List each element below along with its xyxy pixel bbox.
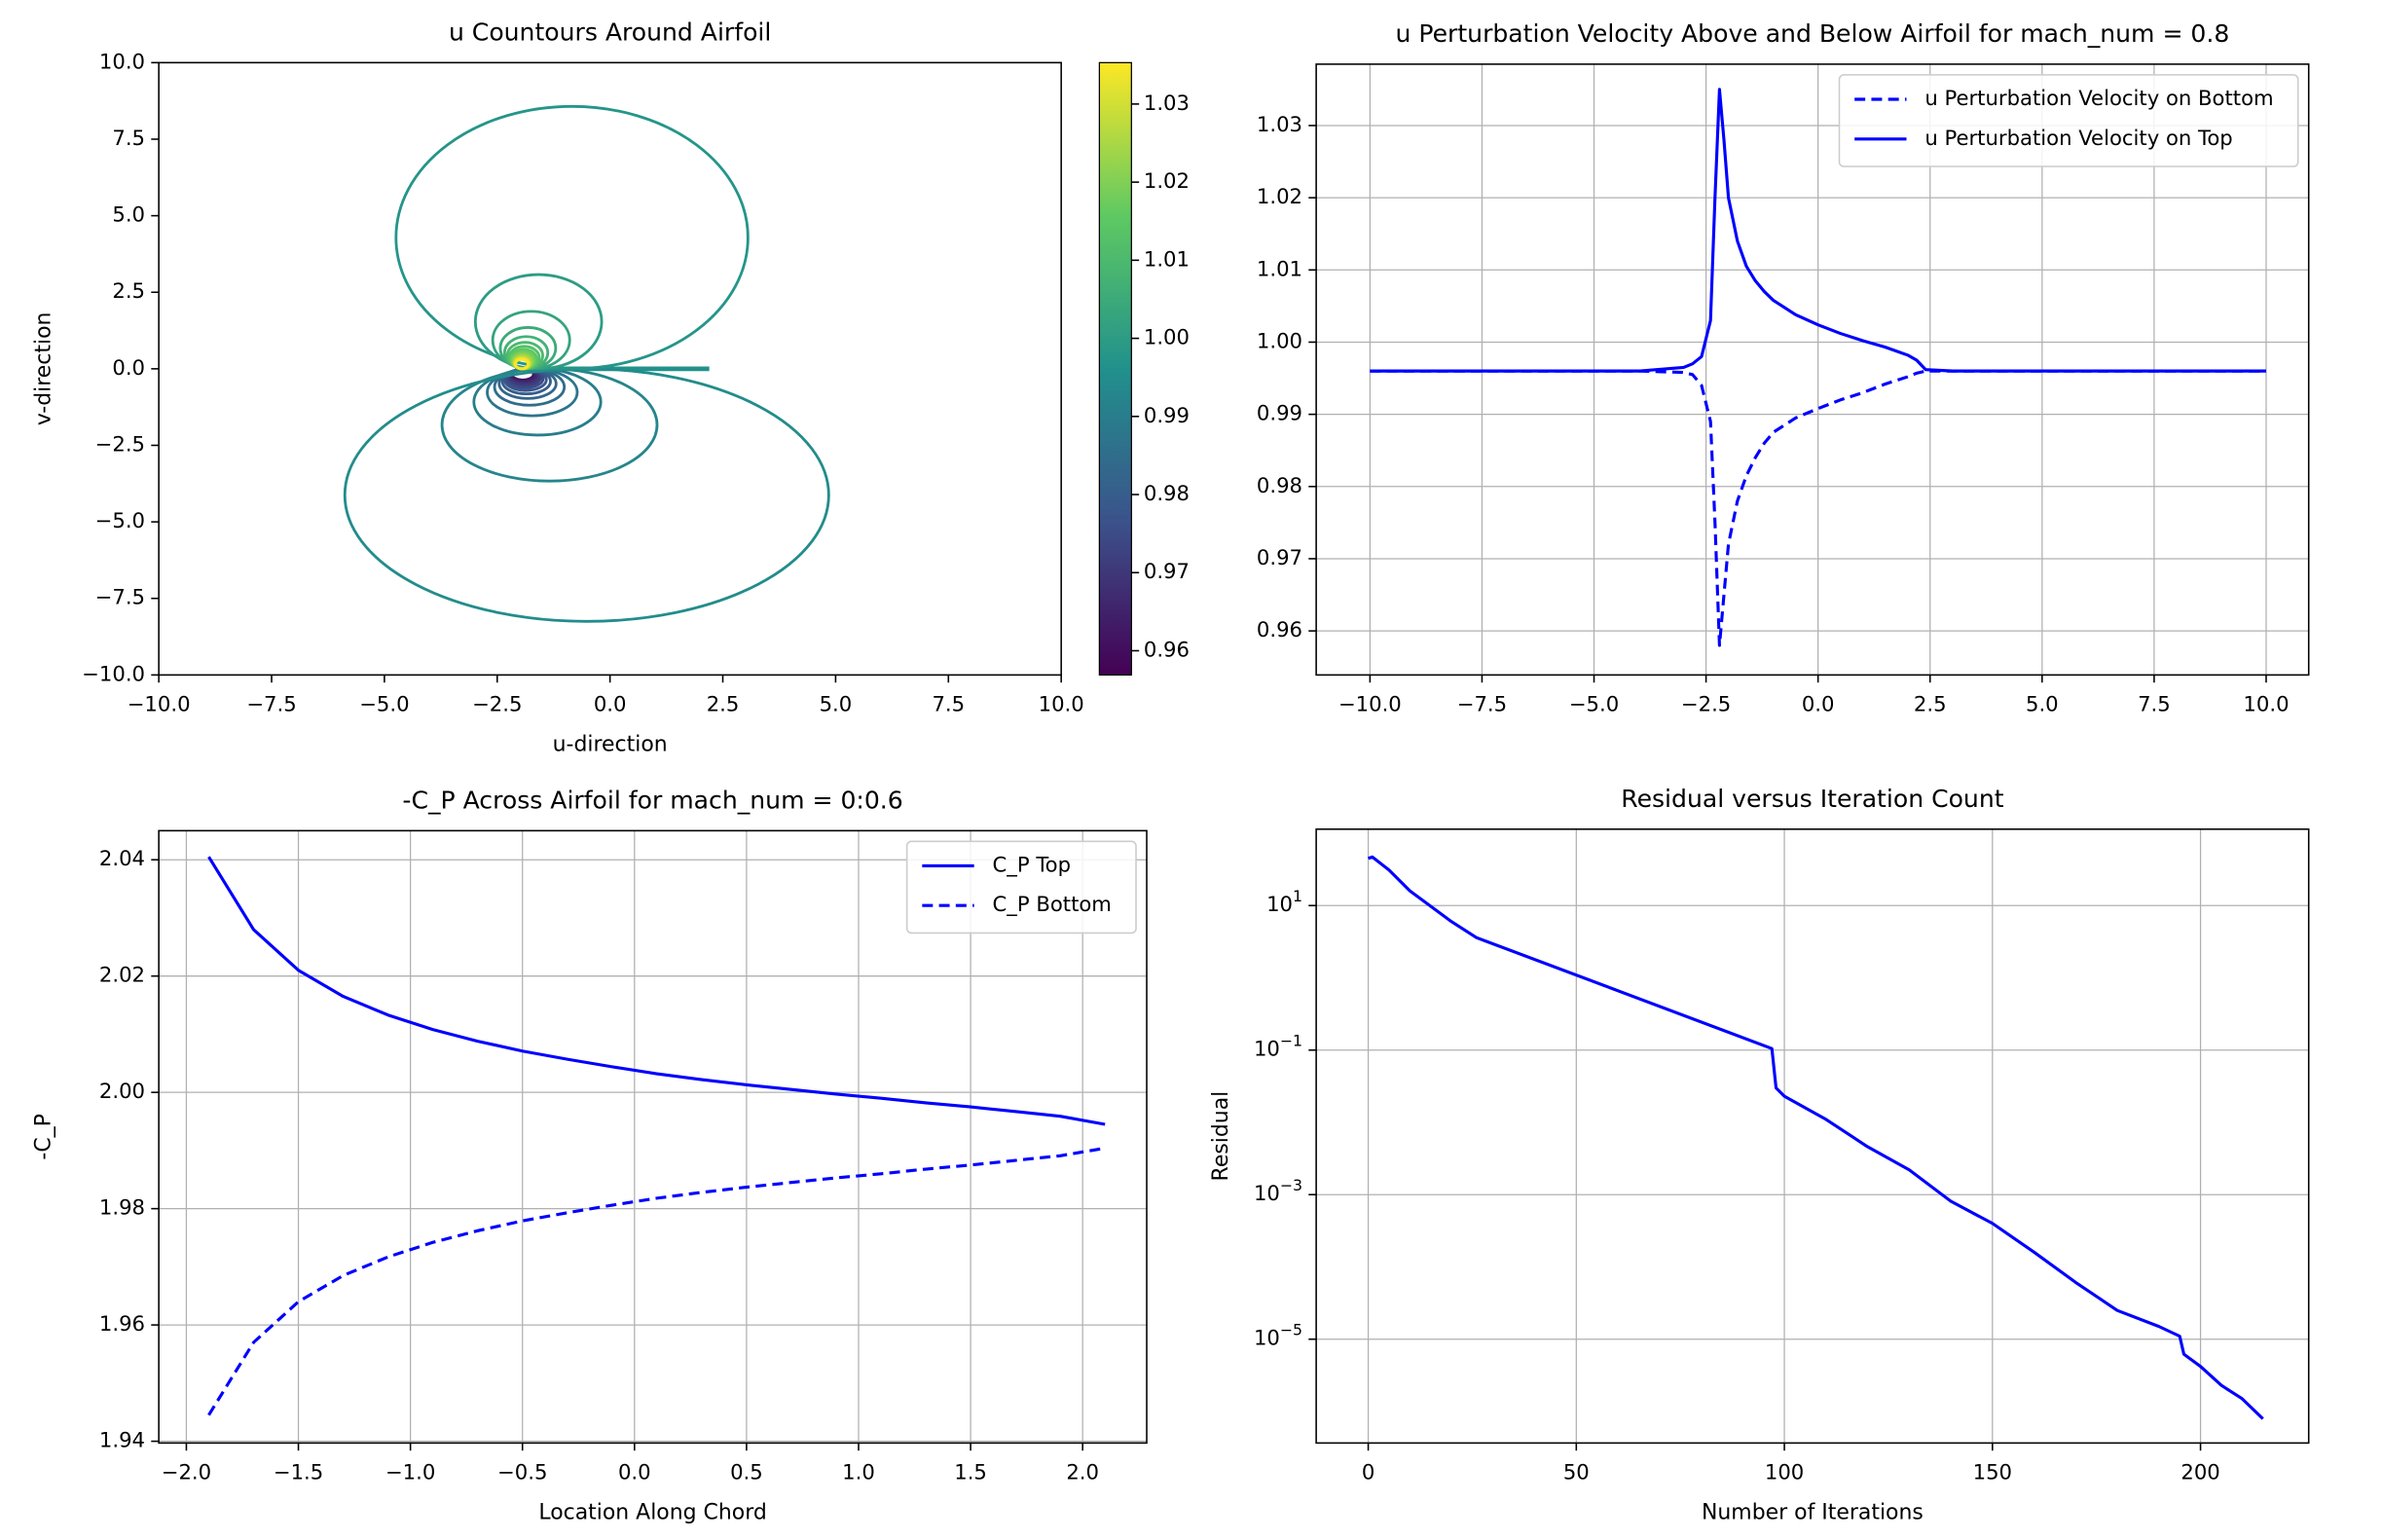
x-tick-label: −2.5 bbox=[1681, 692, 1731, 716]
y-tick-label: 0.99 bbox=[1257, 401, 1302, 425]
contour-line bbox=[394, 104, 750, 371]
x-tick-label: 100 bbox=[1765, 1460, 1804, 1485]
chart-title: Residual versus Iteration Count bbox=[1621, 785, 2003, 813]
contour-line bbox=[343, 367, 830, 623]
y-tick-label: 2.02 bbox=[99, 963, 145, 987]
legend-label: u Perturbation Velocity on Top bbox=[1924, 126, 2232, 150]
y-tick-label: 1.01 bbox=[1257, 256, 1302, 280]
x-tick-label: 1.0 bbox=[842, 1460, 875, 1485]
y-tick-label: 1.02 bbox=[1257, 184, 1302, 208]
x-tick-label: 2.0 bbox=[1066, 1460, 1099, 1485]
y-tick-label: 1.94 bbox=[99, 1428, 145, 1452]
y-tick-label: 101 bbox=[1266, 886, 1302, 916]
chart-title: -C_P Across Airfoil for mach_num = 0:0.6 bbox=[402, 787, 902, 815]
data-line bbox=[1368, 855, 2264, 1420]
chart-title: u Perturbation Velocity Above and Below … bbox=[1396, 19, 2230, 48]
y-tick-label: 2.00 bbox=[99, 1079, 145, 1103]
y-tick-label: 7.5 bbox=[112, 126, 145, 150]
x-tick-label: 0.0 bbox=[594, 692, 627, 716]
colorbar-tick-label: 0.97 bbox=[1144, 559, 1190, 583]
y-axis-label: v-direction bbox=[31, 312, 55, 426]
x-tick-label: 10.0 bbox=[1039, 692, 1084, 716]
data-line bbox=[207, 1146, 1106, 1416]
y-tick-label: −10.0 bbox=[82, 661, 145, 685]
y-tick-label: 1.03 bbox=[1257, 112, 1302, 136]
colorbar-tick-label: 1.00 bbox=[1144, 325, 1190, 349]
legend-label: C_P Top bbox=[992, 852, 1071, 876]
colorbar-tick-label: 1.01 bbox=[1144, 246, 1190, 271]
y-tick-label: 0.96 bbox=[1257, 617, 1302, 642]
x-tick-label: 2.5 bbox=[707, 692, 740, 716]
data-line bbox=[1370, 88, 2266, 373]
x-tick-label: −10.0 bbox=[1338, 692, 1402, 716]
colorbar-tick-label: 0.98 bbox=[1144, 481, 1190, 505]
colorbar-tick-label: 0.96 bbox=[1144, 637, 1190, 661]
x-tick-label: 7.5 bbox=[2138, 692, 2171, 716]
x-tick-label: 0.5 bbox=[730, 1460, 763, 1485]
x-tick-label: 0.0 bbox=[618, 1460, 651, 1485]
x-tick-label: −7.5 bbox=[1457, 692, 1507, 716]
axes-frame bbox=[158, 829, 1148, 1445]
x-tick-label: −0.5 bbox=[497, 1460, 547, 1485]
y-tick-label: −5.0 bbox=[95, 508, 145, 532]
y-tick-label: 1.00 bbox=[1257, 328, 1302, 352]
x-tick-label: −1.5 bbox=[274, 1460, 323, 1485]
x-tick-label: −5.0 bbox=[1569, 692, 1619, 716]
y-tick-label: 0.98 bbox=[1257, 473, 1302, 497]
y-tick-label: 0.0 bbox=[112, 355, 145, 380]
y-tick-label: 10.0 bbox=[99, 49, 145, 73]
x-tick-label: −7.5 bbox=[246, 692, 296, 716]
y-tick-label: 10−5 bbox=[1254, 1320, 1302, 1350]
x-tick-label: 5.0 bbox=[2026, 692, 2059, 716]
x-tick-label: 7.5 bbox=[932, 692, 965, 716]
contour-line bbox=[513, 357, 530, 371]
colorbar-tick-label: 1.02 bbox=[1144, 168, 1190, 193]
x-tick-label: 1.5 bbox=[954, 1460, 987, 1485]
legend-label: u Perturbation Velocity on Bottom bbox=[1924, 86, 2273, 110]
x-tick-label: −10.0 bbox=[128, 692, 191, 716]
x-tick-label: −1.0 bbox=[385, 1460, 435, 1485]
legend-box bbox=[1838, 74, 2299, 167]
x-axis-label: Location Along Chord bbox=[538, 1501, 766, 1525]
x-tick-label: 0.0 bbox=[1802, 692, 1835, 716]
y-tick-label: 10−1 bbox=[1254, 1031, 1302, 1061]
y-tick-label: 5.0 bbox=[112, 202, 145, 227]
x-tick-label: 200 bbox=[2180, 1460, 2219, 1485]
y-tick-label: 2.5 bbox=[112, 278, 145, 303]
chart-title: u Countours Around Airfoil bbox=[449, 18, 771, 47]
x-axis-label: u-direction bbox=[553, 733, 668, 757]
axes-frame bbox=[1315, 63, 2310, 677]
data-line bbox=[207, 856, 1106, 1126]
x-tick-label: −5.0 bbox=[359, 692, 409, 716]
y-tick-label: 1.96 bbox=[99, 1311, 145, 1336]
x-tick-label: 150 bbox=[1973, 1460, 2012, 1485]
y-axis-label: -C_P bbox=[31, 1114, 55, 1159]
x-tick-label: −2.5 bbox=[472, 692, 522, 716]
y-tick-label: 1.98 bbox=[99, 1195, 145, 1220]
x-tick-label: 0 bbox=[1362, 1460, 1374, 1485]
colorbar-tick-label: 0.99 bbox=[1144, 403, 1190, 427]
x-tick-label: −2.0 bbox=[162, 1460, 211, 1485]
y-tick-label: 0.97 bbox=[1257, 545, 1302, 569]
axes-frame bbox=[1315, 827, 2310, 1445]
contour-group bbox=[343, 104, 830, 623]
y-tick-label: −7.5 bbox=[95, 585, 145, 609]
x-tick-label: 10.0 bbox=[2243, 692, 2289, 716]
colorbar-tick-label: 1.03 bbox=[1144, 91, 1190, 115]
y-axis-label: Residual bbox=[1209, 1091, 1233, 1182]
legend-label: C_P Bottom bbox=[992, 892, 1111, 916]
x-axis-label: Number of Iterations bbox=[1702, 1501, 1924, 1525]
y-tick-label: −2.5 bbox=[95, 431, 145, 456]
x-tick-label: 50 bbox=[1563, 1460, 1590, 1485]
x-tick-label: 2.5 bbox=[1914, 692, 1947, 716]
x-tick-label: 5.0 bbox=[820, 692, 853, 716]
colorbar bbox=[1098, 61, 1132, 676]
y-tick-label: 2.04 bbox=[99, 846, 145, 870]
y-tick-label: 10−3 bbox=[1254, 1175, 1302, 1205]
